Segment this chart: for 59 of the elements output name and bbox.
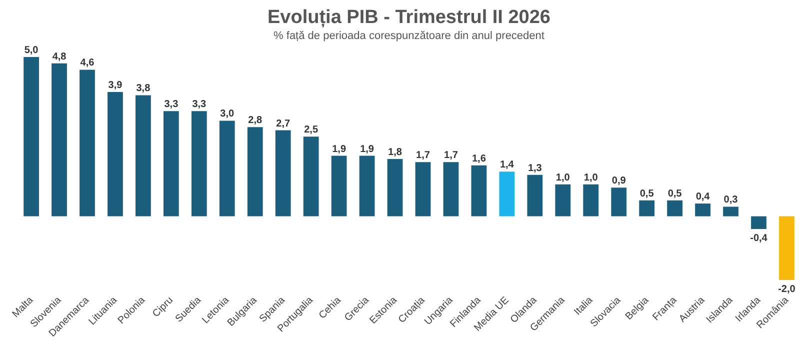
bar (611, 188, 627, 216)
bar (723, 206, 738, 216)
data-label: 1,7 (416, 150, 430, 162)
data-label: 1,4 (500, 160, 514, 171)
data-label: 1,0 (556, 172, 570, 184)
bar (415, 162, 431, 216)
data-label: 3,9 (108, 80, 123, 92)
data-label: 5,0 (24, 45, 39, 56)
bar (639, 200, 655, 216)
bar (583, 184, 599, 216)
bar (499, 172, 515, 216)
data-label: 0,5 (640, 188, 654, 200)
bar (471, 165, 487, 216)
bar (667, 200, 682, 216)
bar (359, 156, 375, 216)
data-label: 1,6 (472, 153, 486, 164)
data-label: 2,5 (304, 124, 318, 136)
bar (695, 204, 710, 216)
x-tick-label: Italia (572, 294, 596, 318)
bar (247, 127, 263, 216)
bar (275, 130, 291, 216)
bar (555, 184, 571, 216)
data-label: 0,4 (696, 192, 710, 203)
data-label: 3,0 (220, 108, 235, 120)
data-label: 4,8 (52, 51, 67, 62)
bar (443, 162, 459, 216)
data-label: 2,7 (276, 118, 290, 130)
data-label: 4,6 (80, 58, 95, 69)
data-label: 1,9 (360, 144, 374, 155)
data-label: 1,3 (528, 162, 542, 174)
data-label: 1,0 (584, 172, 598, 184)
bar (191, 111, 207, 216)
data-label: 3,8 (136, 83, 151, 94)
data-label: 1,8 (388, 146, 402, 158)
data-label: 3,3 (164, 99, 179, 110)
data-label: -0,4 (750, 233, 768, 244)
bar (52, 63, 67, 216)
data-label: -2,0 (778, 284, 796, 295)
bar (219, 120, 235, 216)
bar (303, 136, 319, 216)
data-label: 0,5 (668, 188, 682, 200)
data-label: 2,8 (248, 115, 263, 126)
bar (108, 92, 123, 216)
bar (80, 70, 95, 216)
bar (527, 174, 543, 216)
chart-title: Evoluția PIB - Trimestrul II 2026 (268, 7, 550, 28)
data-label: 1,7 (444, 150, 458, 162)
chart-subtitle: % față de perioada corespunzătoare din anul precedent (274, 30, 544, 42)
data-label: 1,9 (332, 144, 346, 155)
bar (24, 57, 39, 216)
bar (751, 216, 766, 230)
data-label: 0,3 (724, 194, 738, 206)
data-label: 0,9 (612, 176, 626, 187)
bar (387, 158, 403, 216)
bar (331, 156, 347, 216)
bar (136, 95, 151, 216)
bar (163, 111, 179, 216)
data-label: 3,3 (192, 99, 207, 110)
bar (779, 216, 794, 280)
